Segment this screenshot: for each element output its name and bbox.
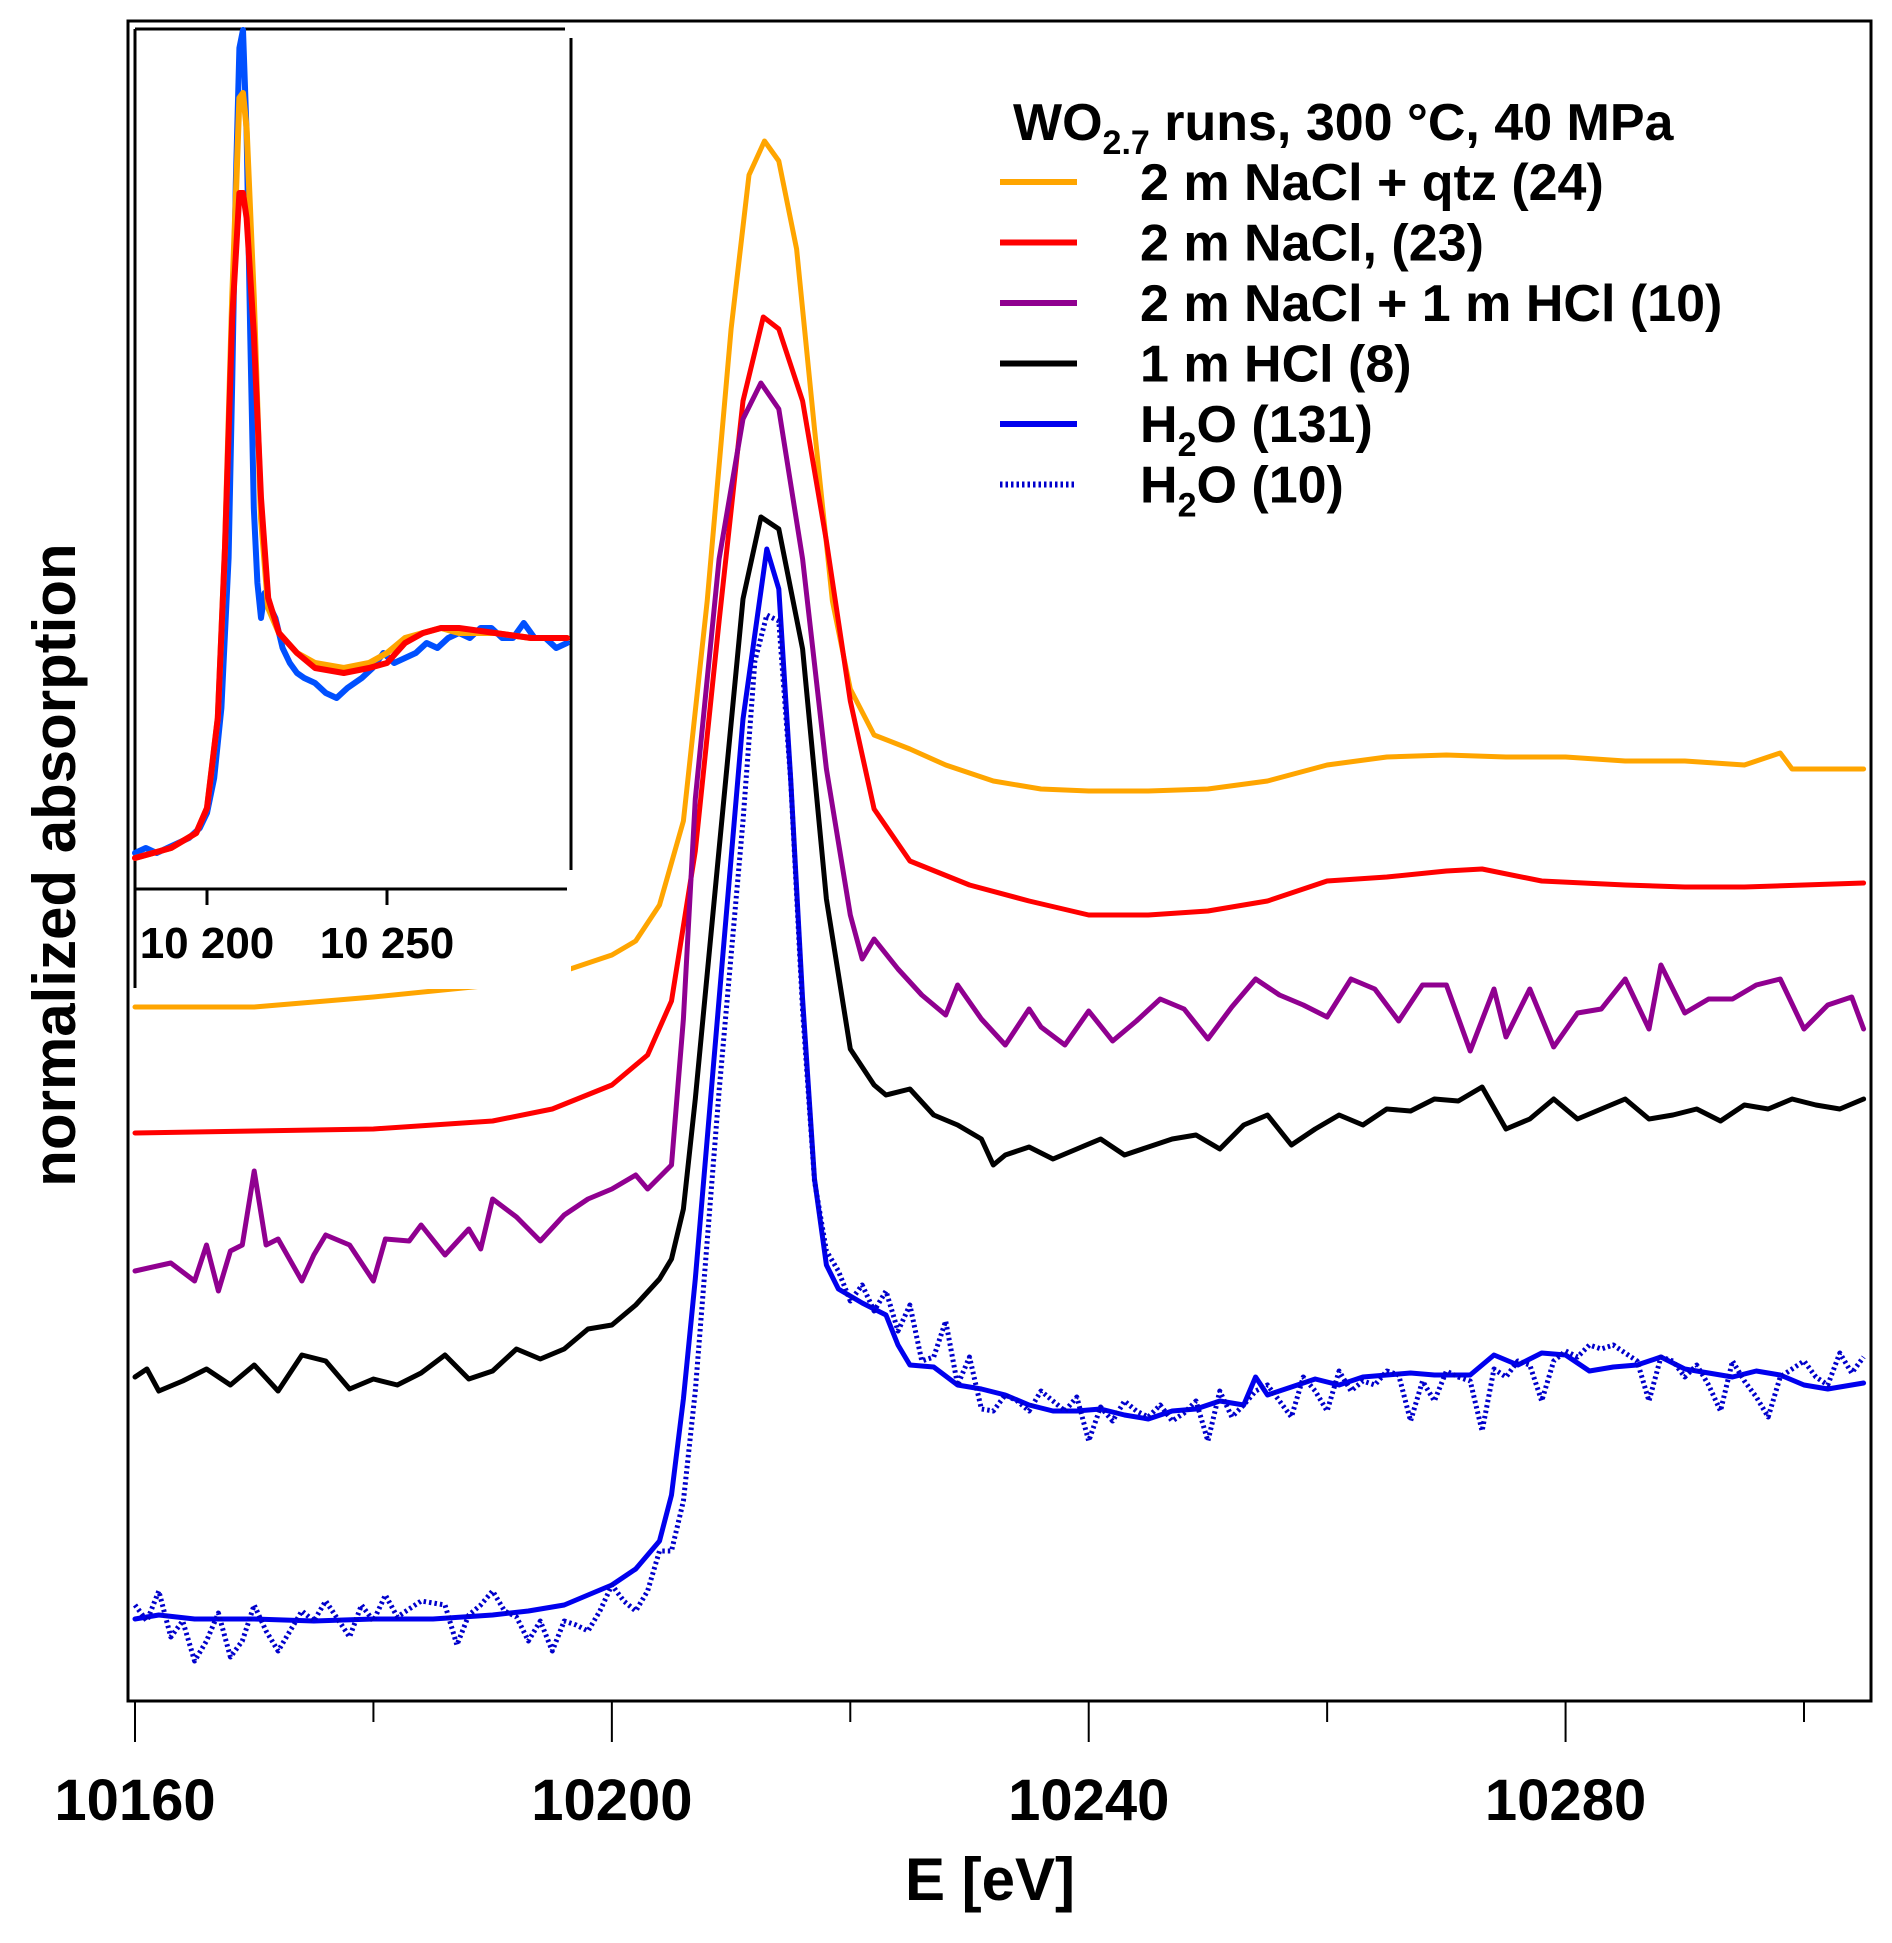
series-line-2-m-nacl-qtz-24 xyxy=(132,138,1867,1010)
inset-background xyxy=(135,29,571,989)
legend-label-2-m-nacl-23: 2 m NaCl, (23) xyxy=(1140,215,1484,273)
series-line-h2o-131 xyxy=(132,546,1867,1624)
legend-title-rest: runs, 300 °C, 40 MPa xyxy=(1150,94,1675,152)
inset-x-tick-label: 10 200 xyxy=(140,919,275,968)
x-axis-label: E [eV] xyxy=(905,1846,1075,1913)
series-line-1-m-hcl-8 xyxy=(132,514,1867,1394)
legend-label-2-m-nacl-qtz-24: 2 m NaCl + qtz (24) xyxy=(1140,154,1604,212)
legend-title-main: WO xyxy=(1013,94,1103,152)
inset-plot: 10 200 10 250 xyxy=(132,27,573,989)
x-tick-label: 10160 xyxy=(54,1768,215,1833)
legend-title: WO2.7 runs, 300 °C, 40 MPa xyxy=(1013,94,1675,162)
inset-series-group xyxy=(132,27,570,861)
legend-label-2-m-nacl-1-m-hcl-10: 2 m NaCl + 1 m HCl (10) xyxy=(1140,275,1722,333)
series-line-h2o-10 xyxy=(132,612,1866,1664)
legend-label-1-m-hcl-8: 1 m HCl (8) xyxy=(1140,336,1412,394)
legend: WO2.7 runs, 300 °C, 40 MPa 2 m NaCl + qt… xyxy=(1000,94,1722,525)
x-tick-label: 10240 xyxy=(1008,1768,1169,1833)
x-tick-label: 10280 xyxy=(1485,1768,1646,1833)
inset-x-ticks xyxy=(205,889,389,905)
y-axis-label: normalized absorption xyxy=(21,543,88,1186)
main-series-group xyxy=(132,138,1867,1664)
series-line-2-m-nacl-23 xyxy=(132,314,1867,1136)
series-line-2-m-nacl-1-m-hcl-10 xyxy=(132,380,1867,1294)
legend-label-h2o-10: H2O (10) xyxy=(1140,457,1344,525)
x-tick-label: 10200 xyxy=(531,1768,692,1833)
inset-x-tick-labels: 10 200 10 250 xyxy=(140,919,455,968)
inset-x-tick-label: 10 250 xyxy=(320,919,455,968)
legend-label-h2o-131: H2O (131) xyxy=(1140,396,1373,464)
legend-entries: 2 m NaCl + qtz (24)2 m NaCl, (23)2 m NaC… xyxy=(1000,154,1722,525)
x-axis-ticks xyxy=(134,1701,1805,1742)
legend-title-sub: 2.7 xyxy=(1103,124,1150,162)
plot-frame xyxy=(126,19,1873,1703)
x-axis-tick-labels: 10160 10200 10240 10280 xyxy=(54,1768,1646,1833)
inset-series-line-2-m-nacl-23 xyxy=(132,190,570,861)
